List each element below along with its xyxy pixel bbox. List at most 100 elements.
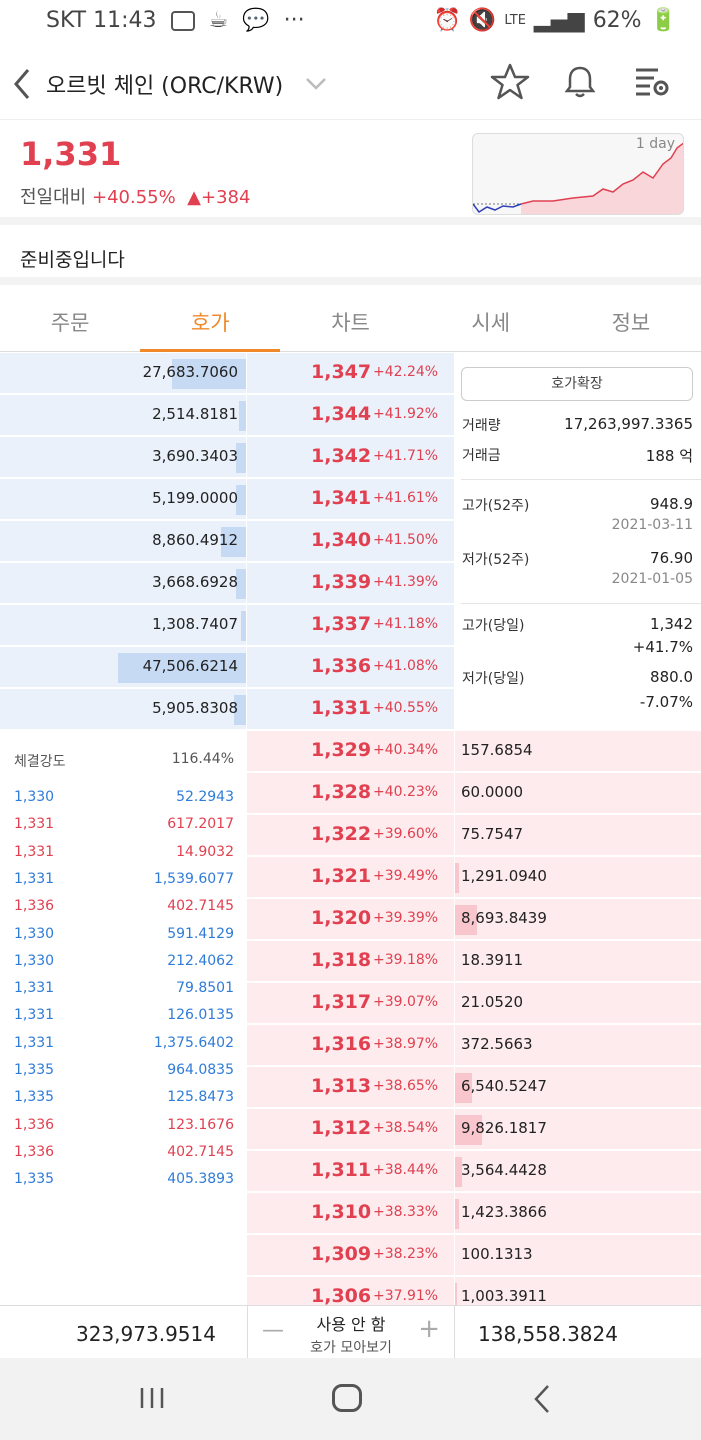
ask-price-cell[interactable]: 1,341 +41.61% xyxy=(247,479,454,521)
ask-price-cell[interactable]: 1,344 +41.92% xyxy=(247,395,454,437)
ask-price-cell[interactable]: 1,339 +41.39% xyxy=(247,563,454,605)
ask-qty-cell[interactable]: 1,308.7407 xyxy=(0,605,246,647)
bid-depth-bar xyxy=(455,863,459,893)
ask-qty-cell[interactable]: 5,905.8308 xyxy=(0,689,246,731)
bid-percent: +39.18% xyxy=(373,952,439,968)
back-arrow-icon[interactable] xyxy=(10,66,34,102)
bid-price-cell[interactable]: 1,313 +38.65% xyxy=(247,1067,454,1109)
bid-qty-cell[interactable]: 21.0520 xyxy=(455,983,701,1025)
list-settings-icon[interactable] xyxy=(634,66,670,98)
home-icon[interactable] xyxy=(332,1384,362,1412)
bid-qty-cell[interactable]: 1,003.3911 xyxy=(455,1277,701,1305)
ask-percent: +40.55% xyxy=(373,700,439,716)
ask-qty: 3,668.6928 xyxy=(152,573,238,591)
ask-qty: 1,308.7407 xyxy=(152,615,238,633)
bid-price-cell[interactable]: 1,318 +39.18% xyxy=(247,941,454,983)
talk-icon: 💬 xyxy=(242,8,270,33)
ask-percent: +41.08% xyxy=(373,658,439,674)
trade-qty: 591.4129 xyxy=(167,925,234,942)
bid-price-cell[interactable]: 1,322 +39.60% xyxy=(247,815,454,857)
bid-percent: +38.33% xyxy=(373,1204,439,1220)
bid-price-cell[interactable]: 1,321 +39.49% xyxy=(247,857,454,899)
trade-price: 1,330 xyxy=(14,925,55,942)
high52-date: 2021-03-11 xyxy=(611,517,693,533)
bid-qty-cell[interactable]: 3,564.4428 xyxy=(455,1151,701,1193)
expand-orderbook-button[interactable]: 호가확장 xyxy=(461,367,693,401)
bid-qty-cell[interactable]: 372.5663 xyxy=(455,1025,701,1067)
bid-price-cell[interactable]: 1,306 +37.91% xyxy=(247,1277,454,1305)
bid-percent: +40.34% xyxy=(373,742,439,758)
ask-price-cell[interactable]: 1,331 +40.55% xyxy=(247,689,454,731)
tab-order[interactable]: 주문 xyxy=(50,311,90,335)
tab-bar: 주문 호가 차트 시세 정보 xyxy=(0,290,701,352)
bid-price-cell[interactable]: 1,310 +38.33% xyxy=(247,1193,454,1235)
trade-qty: 402.7145 xyxy=(167,898,234,915)
bid-price-cell[interactable]: 1,320 +39.39% xyxy=(247,899,454,941)
star-icon[interactable] xyxy=(490,62,530,102)
ask-price-cell[interactable]: 1,340 +41.50% xyxy=(247,521,454,563)
ask-depth-bar xyxy=(221,527,246,557)
bid-price-cell[interactable]: 1,311 +38.44% xyxy=(247,1151,454,1193)
ask-price: 1,347 xyxy=(311,361,372,383)
order-book[interactable]: 체결강도 116.44% 1,330 52.2943 1,331 617.2017 1,… xyxy=(0,353,701,1305)
recent-apps-icon[interactable] xyxy=(138,1386,166,1410)
trade-qty: 617.2017 xyxy=(167,816,234,833)
ask-price-cell[interactable]: 1,342 +41.71% xyxy=(247,437,454,479)
mini-price-chart[interactable]: 1 day xyxy=(472,133,684,215)
trade-qty: 964.0835 xyxy=(167,1062,234,1078)
bid-price-cell[interactable]: 1,309 +38.23% xyxy=(247,1235,454,1277)
ask-qty-cell[interactable]: 8,860.4912 xyxy=(0,521,246,563)
bid-qty: 1,291.0940 xyxy=(461,867,547,885)
bid-price-cell[interactable]: 1,328 +40.23% xyxy=(247,773,454,815)
trade-price: 1,330 xyxy=(14,789,55,805)
bid-qty-cell[interactable]: 6,540.5247 xyxy=(455,1067,701,1109)
bid-qty-cell[interactable]: 8,693.8439 xyxy=(455,899,701,941)
chevron-down-icon[interactable] xyxy=(303,70,329,96)
bid-qty-cell[interactable]: 1,423.3866 xyxy=(455,1193,701,1235)
trade-row: 1,331 126.0135 xyxy=(0,1007,246,1034)
bid-qty-cell[interactable]: 1,291.0940 xyxy=(455,857,701,899)
trade-row: 1,336 402.7145 xyxy=(0,898,246,925)
trade-qty: 1,375.6402 xyxy=(153,1034,234,1051)
tab-info[interactable]: 정보 xyxy=(611,311,651,335)
bid-price: 1,313 xyxy=(311,1075,372,1097)
bid-qty-cell[interactable]: 60.0000 xyxy=(455,773,701,815)
ask-qty-cell[interactable]: 3,668.6928 xyxy=(0,563,246,605)
tab-market-price[interactable]: 시세 xyxy=(471,311,511,335)
bid-qty-cell[interactable]: 18.3911 xyxy=(455,941,701,983)
bid-price-cell[interactable]: 1,316 +38.97% xyxy=(247,1025,454,1067)
plus-button[interactable]: + xyxy=(418,1314,440,1344)
ask-price-cell[interactable]: 1,337 +41.18% xyxy=(247,605,454,647)
status-bar: SKT 11:43 ☕ 💬 ··· ⏰ 🔇 LTE ▂▄▆ 62% 🔋 xyxy=(0,0,701,44)
page-title[interactable]: 오르빗 체인 (ORC/KRW) xyxy=(46,74,284,99)
trade-qty: 125.8473 xyxy=(167,1089,234,1106)
bell-icon[interactable] xyxy=(562,64,598,100)
tab-chart[interactable]: 차트 xyxy=(331,311,370,335)
minus-button[interactable]: — xyxy=(262,1318,284,1343)
ask-qty-cell[interactable]: 27,683.7060 xyxy=(0,353,246,395)
bid-qty: 21.0520 xyxy=(461,993,524,1011)
ask-qty-cell[interactable]: 5,199.0000 xyxy=(0,479,246,521)
trade-price: 1,336 xyxy=(14,898,55,915)
bid-price-cell[interactable]: 1,329 +40.34% xyxy=(247,731,454,773)
bid-qty-cell[interactable]: 157.6854 xyxy=(455,731,701,773)
ask-qty: 27,683.7060 xyxy=(142,363,238,381)
bid-qty-cell[interactable]: 75.7547 xyxy=(455,815,701,857)
system-nav-bar xyxy=(0,1358,701,1440)
bid-price-cell[interactable]: 1,312 +38.54% xyxy=(247,1109,454,1151)
bid-qty-cell[interactable]: 100.1313 xyxy=(455,1235,701,1277)
ask-qty-cell[interactable]: 47,506.6214 xyxy=(0,647,246,689)
bid-percent: +39.60% xyxy=(373,826,439,842)
ask-price-cell[interactable]: 1,336 +41.08% xyxy=(247,647,454,689)
tab-orderbook[interactable]: 호가 xyxy=(140,290,281,352)
nav-back-icon[interactable] xyxy=(532,1384,552,1414)
bid-price: 1,328 xyxy=(311,781,372,803)
bid-depth-bar xyxy=(455,1283,458,1305)
ask-qty-cell[interactable]: 3,690.3403 xyxy=(0,437,246,479)
status-dots: ··· xyxy=(283,8,305,33)
bid-price-cell[interactable]: 1,317 +39.07% xyxy=(247,983,454,1025)
ask-qty-cell[interactable]: 2,514.8181 xyxy=(0,395,246,437)
mini-chart-svg xyxy=(473,142,683,214)
ask-price-cell[interactable]: 1,347 +42.24% xyxy=(247,353,454,395)
bid-qty-cell[interactable]: 9,826.1817 xyxy=(455,1109,701,1151)
